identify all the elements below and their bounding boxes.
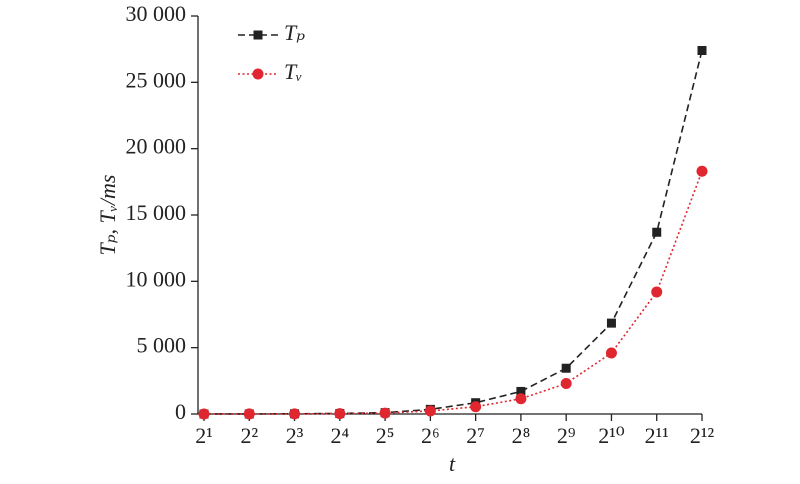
marker — [697, 45, 707, 55]
legend-label: Tᵥ — [284, 59, 302, 84]
x-tick-label: 2⁹ — [557, 423, 576, 448]
marker — [243, 408, 255, 420]
x-tick-label: 2¹ — [195, 423, 213, 448]
marker — [516, 386, 526, 396]
marker — [651, 286, 663, 298]
marker — [424, 405, 436, 417]
y-tick-label: 0 — [175, 399, 186, 424]
x-tick-label: 2⁶ — [421, 423, 440, 448]
marker — [515, 393, 527, 405]
marker — [470, 401, 482, 413]
series-line — [203, 50, 703, 415]
marker — [696, 165, 708, 177]
x-tick-label: 2² — [240, 423, 258, 448]
y-axis-label: Tₚ, Tᵥ/ms — [95, 175, 120, 256]
marker — [253, 30, 263, 40]
marker — [379, 407, 391, 419]
x-tick-label: 2⁴ — [330, 423, 349, 448]
marker — [652, 227, 662, 237]
marker — [252, 68, 264, 80]
x-tick-label: 2⁷ — [466, 423, 485, 448]
x-axis-label: t — [449, 451, 456, 476]
y-tick-label: 5 000 — [137, 333, 187, 358]
marker — [198, 408, 210, 420]
marker — [561, 363, 571, 373]
marker — [560, 377, 572, 389]
x-tick-label: 2³ — [286, 423, 304, 448]
y-tick-label: 25 000 — [126, 67, 187, 92]
marker — [606, 318, 616, 328]
legend-label: Tₚ — [284, 20, 305, 45]
marker — [289, 408, 301, 420]
y-tick-label: 15 000 — [126, 200, 187, 225]
x-tick-label: 2⁸ — [512, 423, 531, 448]
series-line — [203, 170, 703, 415]
y-tick-label: 20 000 — [126, 134, 187, 159]
marker — [605, 347, 617, 359]
y-tick-label: 10 000 — [126, 266, 187, 291]
y-tick-label: 30 000 — [126, 1, 187, 26]
x-tick-label: 2⁵ — [376, 423, 395, 448]
marker — [334, 408, 346, 420]
x-tick-label: 2¹² — [690, 423, 715, 448]
x-tick-label: 2¹¹ — [645, 423, 669, 448]
x-tick-label: 2¹⁰ — [598, 423, 625, 448]
